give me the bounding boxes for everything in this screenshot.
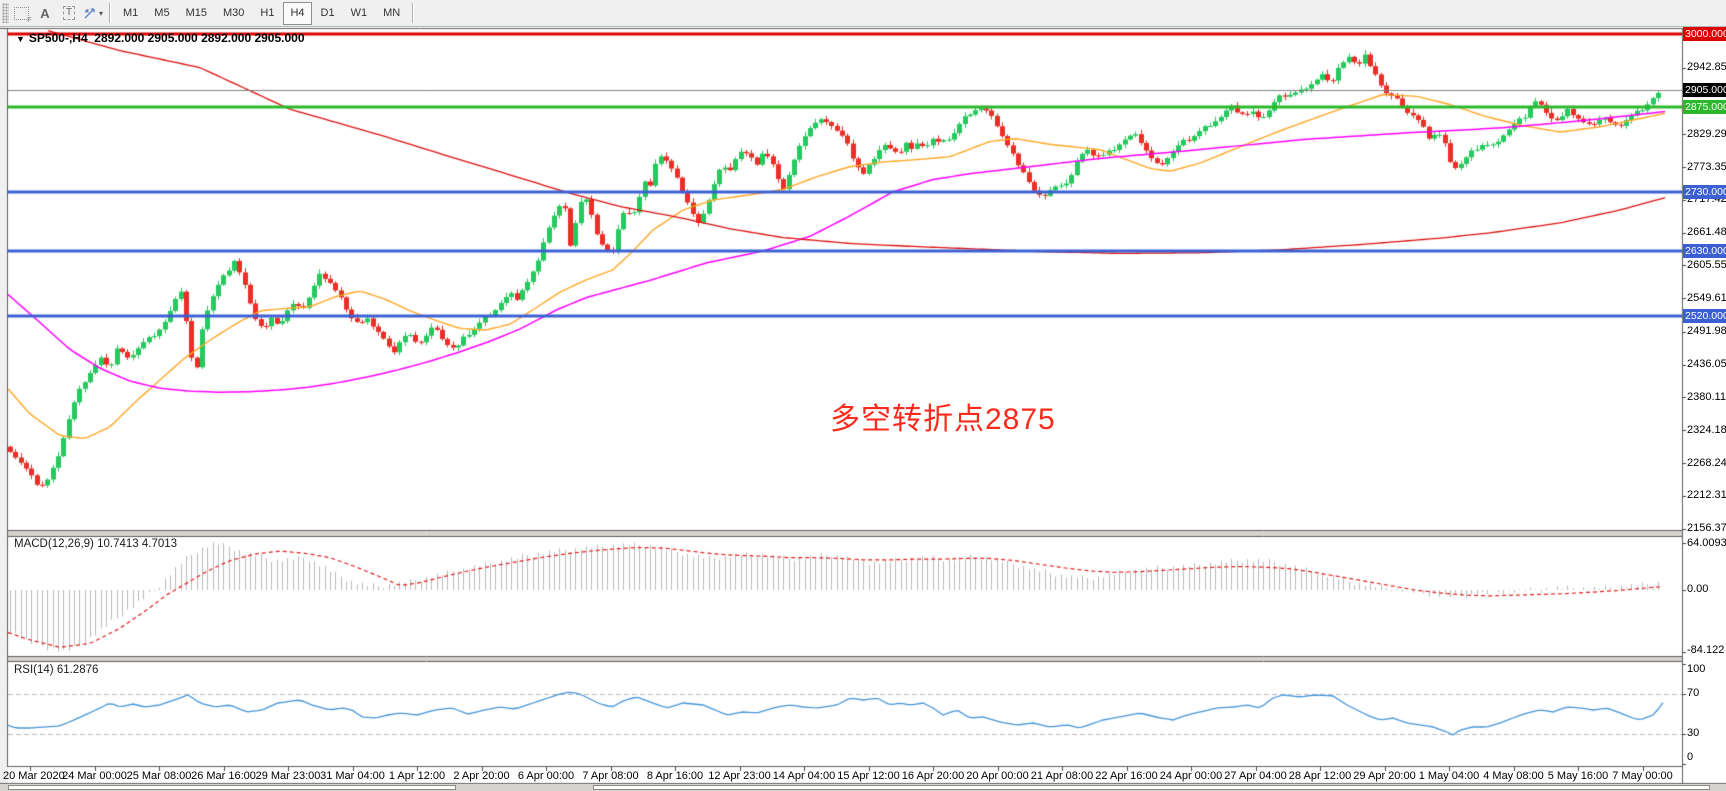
date-tick-label: 5 May 16:00 — [1547, 770, 1609, 782]
tf-button-M15[interactable]: M15 — [185, 7, 207, 19]
rsi-axis-30-label: 30 — [1687, 727, 1700, 739]
price-tick-label: 2491.985 — [1687, 325, 1726, 338]
grid-tool-button[interactable]: F — [10, 2, 32, 24]
chevron-down-icon: ▾ — [99, 8, 104, 18]
line-studies-button[interactable]: ▾ — [82, 2, 104, 24]
tf-button-H4[interactable]: H4 — [283, 1, 312, 25]
price-tick-label: 2380.115 — [1687, 390, 1726, 403]
price-tick-label: 2436.050 — [1687, 358, 1726, 371]
price-tick-label: 2942.855 — [1687, 61, 1726, 74]
macd-axis-max-label: 64.0093 — [1687, 537, 1726, 549]
tf-button-M30[interactable]: M30 — [222, 7, 245, 19]
line-studies-icon — [84, 7, 95, 18]
date-tick-label: 1 May 04:00 — [1418, 770, 1480, 782]
toolbar-drag-handle[interactable] — [2, 3, 9, 23]
macd-panel-label: MACD(12,26,9) 10.7413 4.7013 — [14, 538, 178, 550]
chart-symbol-timeframe: SP500-,H4 — [28, 31, 88, 45]
date-tick-label: 12 Apr 23:00 — [708, 770, 771, 782]
status-cell — [8, 785, 456, 790]
macd-axis-min-label: -84.122 — [1687, 644, 1725, 656]
text-label-icon: A — [40, 5, 50, 21]
chart-ohlc-values: 2892.000 2905.000 2892.000 2905.000 — [94, 31, 305, 45]
date-tick-label: 26 Mar 16:00 — [191, 770, 256, 782]
date-tick-label: 29 Mar 23:00 — [255, 770, 321, 782]
date-tick-label: 8 Apr 16:00 — [646, 770, 704, 782]
tf-button-H1[interactable]: H1 — [260, 7, 275, 19]
status-cell — [593, 785, 1710, 790]
price-level-label: 2630.000 — [1683, 244, 1726, 259]
date-tick-label: 6 Apr 00:00 — [517, 770, 575, 782]
textbox-tool-button[interactable]: T — [58, 2, 80, 24]
tf-button-M5[interactable]: M5 — [154, 7, 170, 19]
date-tick-label: 20 Mar 2020 — [3, 770, 65, 782]
price-tick-label: 2549.615 — [1687, 291, 1726, 304]
chart-title: ▼ SP500-,H4 2892.000 2905.000 2892.000 29… — [16, 31, 305, 45]
top-toolbar: F A T ▾ M1 M5 M15 M30 H1 H4 D1 W1 MN — [0, 0, 1726, 27]
price-level-label: 3000.000 — [1683, 27, 1726, 42]
tf-button-W1[interactable]: W1 — [350, 7, 368, 19]
macd-axis-zero-label: 0.00 — [1687, 583, 1709, 595]
date-tick-label: 16 Apr 20:00 — [901, 770, 965, 782]
date-tick-label: 15 Apr 12:00 — [837, 770, 900, 782]
date-tick-label: 7 Apr 08:00 — [582, 770, 639, 782]
text-tool-button[interactable]: A — [34, 2, 56, 24]
tf-button-D1[interactable]: D1 — [320, 7, 335, 19]
price-level-label: 2730.000 — [1683, 185, 1726, 200]
date-tick-label: 1 Apr 12:00 — [388, 770, 446, 782]
date-tick-label: 21 Apr 08:00 — [1030, 770, 1094, 782]
price-level-label: 2875.000 — [1683, 100, 1726, 115]
chart-canvas[interactable] — [0, 27, 1726, 791]
price-tick-label: 2268.245 — [1687, 456, 1726, 469]
date-tick-label: 24 Mar 00:00 — [62, 770, 127, 782]
annotation-text: 多空转折点2875 — [830, 403, 1056, 436]
collapse-triangle-icon[interactable]: ▼ — [16, 34, 25, 44]
rsi-panel-label: RSI(14) 61.2876 — [14, 664, 99, 676]
date-tick-label: 4 May 08:00 — [1483, 770, 1544, 782]
price-tick-label: 2773.355 — [1687, 160, 1726, 173]
rsi-axis-0-label: 0 — [1687, 751, 1694, 763]
date-tick-label: 25 Mar 08:00 — [126, 770, 192, 782]
text-box-icon: T — [62, 6, 76, 20]
bottom-status-bar — [0, 784, 1726, 791]
price-level-label: 2520.000 — [1683, 308, 1726, 323]
date-tick-label: 20 Apr 00:00 — [966, 770, 1029, 782]
tf-button-MN[interactable]: MN — [383, 7, 401, 19]
rsi-axis-100-label: 100 — [1687, 663, 1706, 675]
rsi-axis-70-label: 70 — [1687, 687, 1700, 699]
date-tick-label: 22 Apr 16:00 — [1095, 770, 1158, 782]
price-tick-label: 2829.290 — [1687, 127, 1726, 140]
date-tick-label: 2 Apr 20:00 — [453, 770, 510, 782]
date-tick-label: 24 Apr 00:00 — [1159, 770, 1223, 782]
toolbar-separator — [109, 3, 112, 23]
date-tick-label: 31 Mar 04:00 — [320, 770, 385, 782]
price-tick-label: 2324.180 — [1687, 423, 1726, 436]
date-tick-label: 7 May 00:00 — [1612, 770, 1673, 782]
grid-icon: F — [13, 6, 32, 24]
timeframe-bar: M1 M5 M15 M30 H1 H4 D1 W1 MN — [115, 1, 408, 25]
date-tick-label: 28 Apr 12:00 — [1288, 770, 1352, 782]
toolbar-separator — [412, 3, 415, 23]
price-tick-label: 2605.550 — [1687, 258, 1726, 271]
price-level-label: 2905.000 — [1683, 82, 1726, 97]
price-tick-label: 2156.375 — [1687, 522, 1726, 535]
tf-button-M1[interactable]: M1 — [123, 7, 139, 19]
date-tick-label: 29 Apr 20:00 — [1353, 770, 1416, 782]
price-tick-label: 2661.485 — [1687, 226, 1726, 239]
price-tick-label: 2212.310 — [1687, 489, 1726, 502]
date-tick-label: 14 Apr 04:00 — [772, 770, 836, 782]
date-tick-label: 27 Apr 04:00 — [1224, 770, 1287, 782]
